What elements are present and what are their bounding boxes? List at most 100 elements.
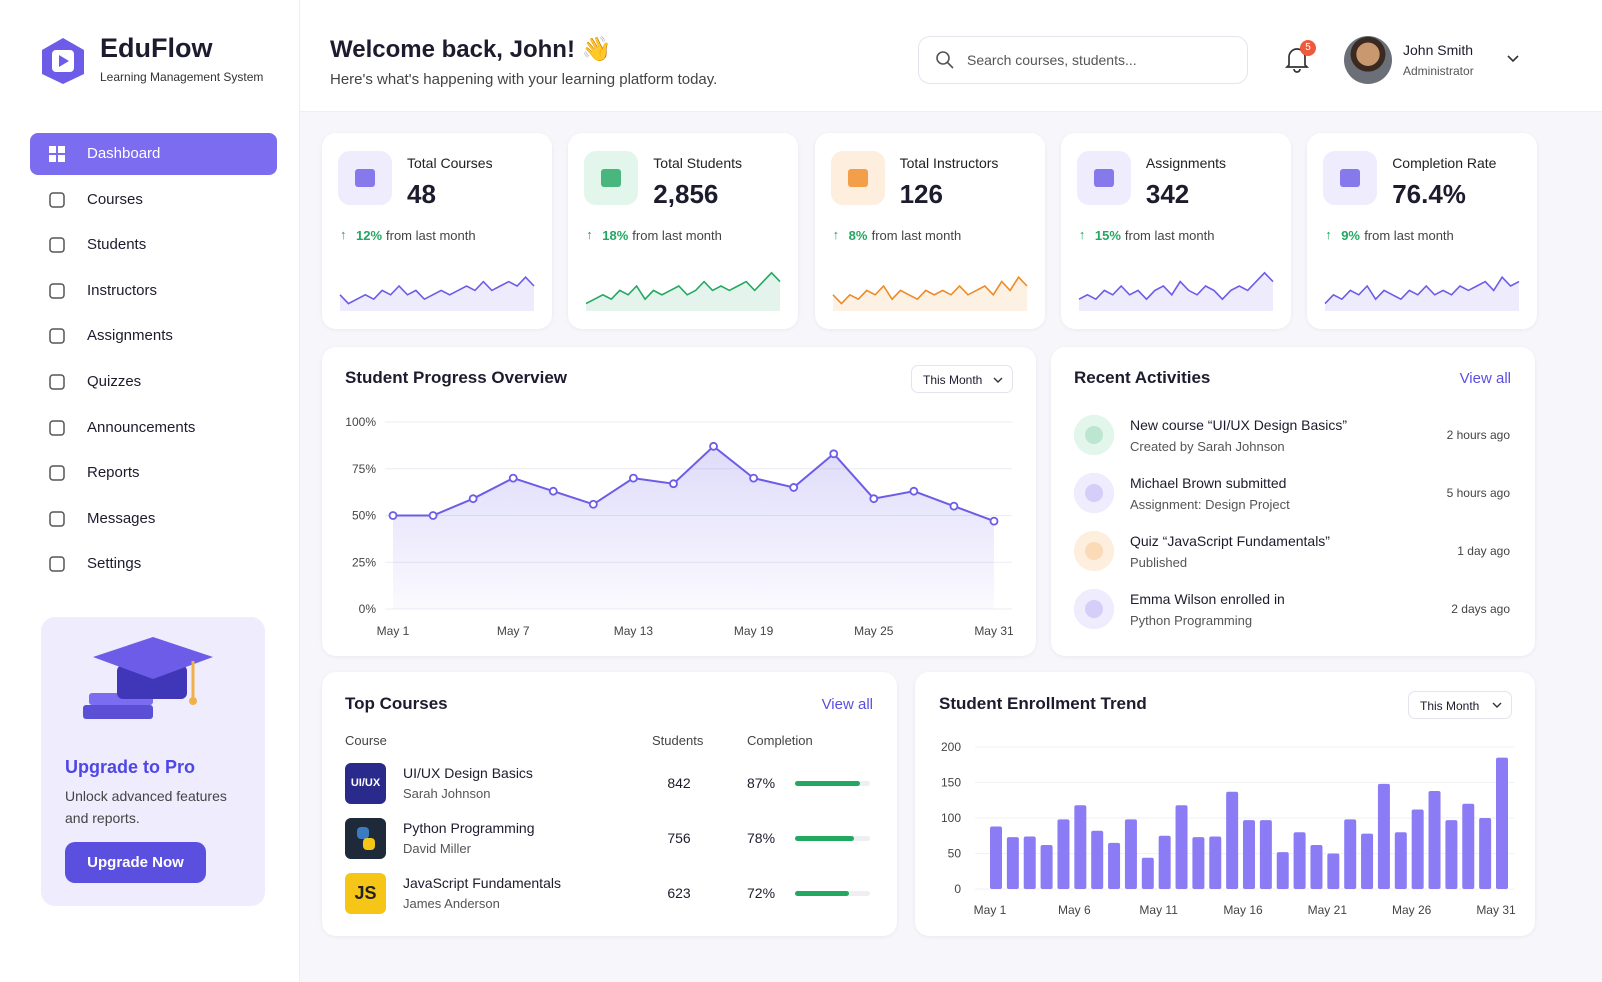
stat-note: from last month <box>632 228 722 243</box>
activity-title: Michael Brown submitted <box>1130 475 1287 491</box>
dropdown-chevron <box>993 377 1003 383</box>
search-box[interactable]: Search courses, students... <box>918 36 1248 84</box>
python-logo <box>357 827 375 850</box>
nav-icon <box>49 191 65 208</box>
search-placeholder: Search courses, students... <box>967 52 1137 68</box>
stat-label: Assignments <box>1145 155 1227 171</box>
stat-note: from last month <box>1124 228 1215 243</box>
point <box>388 511 398 520</box>
bar <box>1496 757 1508 889</box>
stat-value: 2,856 <box>653 179 719 209</box>
bar <box>1361 833 1374 889</box>
stat-card: Assignments 342 ↑ 15% from last month <box>1060 133 1291 329</box>
nav-icon <box>49 374 65 390</box>
nav-icon <box>49 328 65 345</box>
nav-item[interactable]: Quizzes <box>30 361 277 403</box>
nav-icon <box>49 556 65 573</box>
stat-change: 18% <box>602 228 629 243</box>
upgrade-button[interactable]: Upgrade Now <box>65 842 206 883</box>
bar <box>1479 818 1492 889</box>
progress-period[interactable]: This Month <box>911 365 1013 393</box>
point <box>548 486 558 496</box>
y-tick-label: 200 <box>941 740 961 754</box>
stat-label: Total Courses <box>407 155 493 171</box>
bar <box>1108 842 1121 889</box>
nav-item[interactable]: Dashboard <box>30 133 277 175</box>
y-tick-label: 0% <box>359 602 377 616</box>
completion-bar <box>795 781 861 786</box>
stat-value: 126 <box>899 179 943 209</box>
x-tick-label: May 21 <box>1308 903 1348 917</box>
course-completion: 72% <box>747 885 776 901</box>
course-completion: 87% <box>747 775 776 791</box>
point <box>428 511 438 520</box>
nav-label: Reports <box>87 464 140 482</box>
line <box>393 444 995 523</box>
user-name[interactable]: John Smith <box>1403 42 1474 58</box>
search-icon <box>936 51 954 69</box>
courses-link[interactable]: View all <box>821 696 873 713</box>
x-tick-label: May 11 <box>1139 903 1178 917</box>
stat-glyph <box>1093 169 1114 187</box>
nav-item[interactable]: Assignments <box>30 315 277 357</box>
nav-label: Quizzes <box>87 373 142 390</box>
brand-name: EduFlow <box>100 33 213 63</box>
nav-icon <box>49 511 65 527</box>
bar <box>1394 832 1407 889</box>
activities-link[interactable]: View all <box>1459 370 1511 387</box>
bar <box>1411 809 1424 889</box>
nav-label: Messages <box>87 509 156 527</box>
stat-note: from last month <box>386 228 476 243</box>
bar <box>1259 820 1272 889</box>
activity-time: 2 days ago <box>1451 602 1510 616</box>
nav-item[interactable]: Announcements <box>30 407 277 449</box>
nav-item[interactable]: Courses <box>30 179 277 221</box>
bar <box>990 826 1002 889</box>
course-thumb: UI/UX <box>345 763 386 804</box>
course-instructor: James Anderson <box>403 896 500 911</box>
activity-time: 1 day ago <box>1457 544 1510 558</box>
nav-item[interactable]: Settings <box>30 543 277 585</box>
stat-card: Total Instructors 126 ↑ 8% from last month <box>814 133 1045 329</box>
enrollment-chart: 0 50 100 150 200 May 1 May 6 May 11 May 16 May 21… <box>941 740 1516 917</box>
stat-glyph <box>1340 169 1361 187</box>
bar <box>1276 852 1289 889</box>
activities-title: Recent Activities <box>1074 368 1211 387</box>
y-tick-label: 75% <box>352 462 376 476</box>
notification-badge: 5 <box>1300 40 1316 56</box>
nav-label: Courses <box>87 190 143 208</box>
bar <box>1310 844 1323 889</box>
stat-change: 12% <box>356 228 383 243</box>
nav-item[interactable]: Students <box>30 224 277 266</box>
bar <box>1057 819 1070 889</box>
course-name: JavaScript Fundamentals <box>403 875 561 891</box>
stat-label: Total Instructors <box>899 155 999 171</box>
bar <box>1428 791 1441 889</box>
point <box>869 494 879 504</box>
nav-item[interactable]: Reports <box>30 452 277 494</box>
course-students: 623 <box>667 885 691 901</box>
stat-arrow: ↑ <box>1325 227 1332 242</box>
stat-change: 8% <box>848 228 868 243</box>
bar <box>1445 820 1458 889</box>
dropdown-chevron <box>1492 702 1502 708</box>
nav-label: Students <box>87 236 147 254</box>
point <box>749 473 759 483</box>
activity-title: New course “UI/UX Design Basics” <box>1130 417 1348 433</box>
point <box>909 486 919 496</box>
user-role: Administrator <box>1403 64 1474 78</box>
sparkline <box>832 275 1028 311</box>
nav-item[interactable]: Instructors <box>30 270 277 312</box>
course-thumb <box>345 818 386 859</box>
bar <box>1243 820 1255 889</box>
stat-arrow: ↑ <box>340 227 347 242</box>
course-students: 842 <box>667 775 691 791</box>
nav-item[interactable]: Messages <box>30 498 277 540</box>
point <box>949 501 959 511</box>
nav-label: Announcements <box>87 418 196 436</box>
avatar[interactable] <box>1344 36 1392 84</box>
stat-card: Total Students 2,856 ↑ 18% from last month <box>568 133 799 329</box>
activities-card <box>1051 347 1535 656</box>
brand-tagline: Learning Management System <box>100 70 264 84</box>
stat-note: from last month <box>1364 228 1454 243</box>
